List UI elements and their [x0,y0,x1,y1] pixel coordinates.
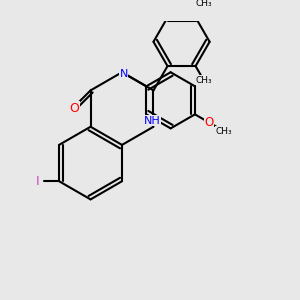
Text: CH₃: CH₃ [196,0,212,8]
Text: NH: NH [143,116,160,126]
Text: O: O [205,116,214,129]
Text: N: N [119,69,128,79]
Text: CH₃: CH₃ [216,127,232,136]
Text: CH₃: CH₃ [196,76,212,85]
Text: O: O [69,102,79,115]
Text: I: I [36,175,39,188]
